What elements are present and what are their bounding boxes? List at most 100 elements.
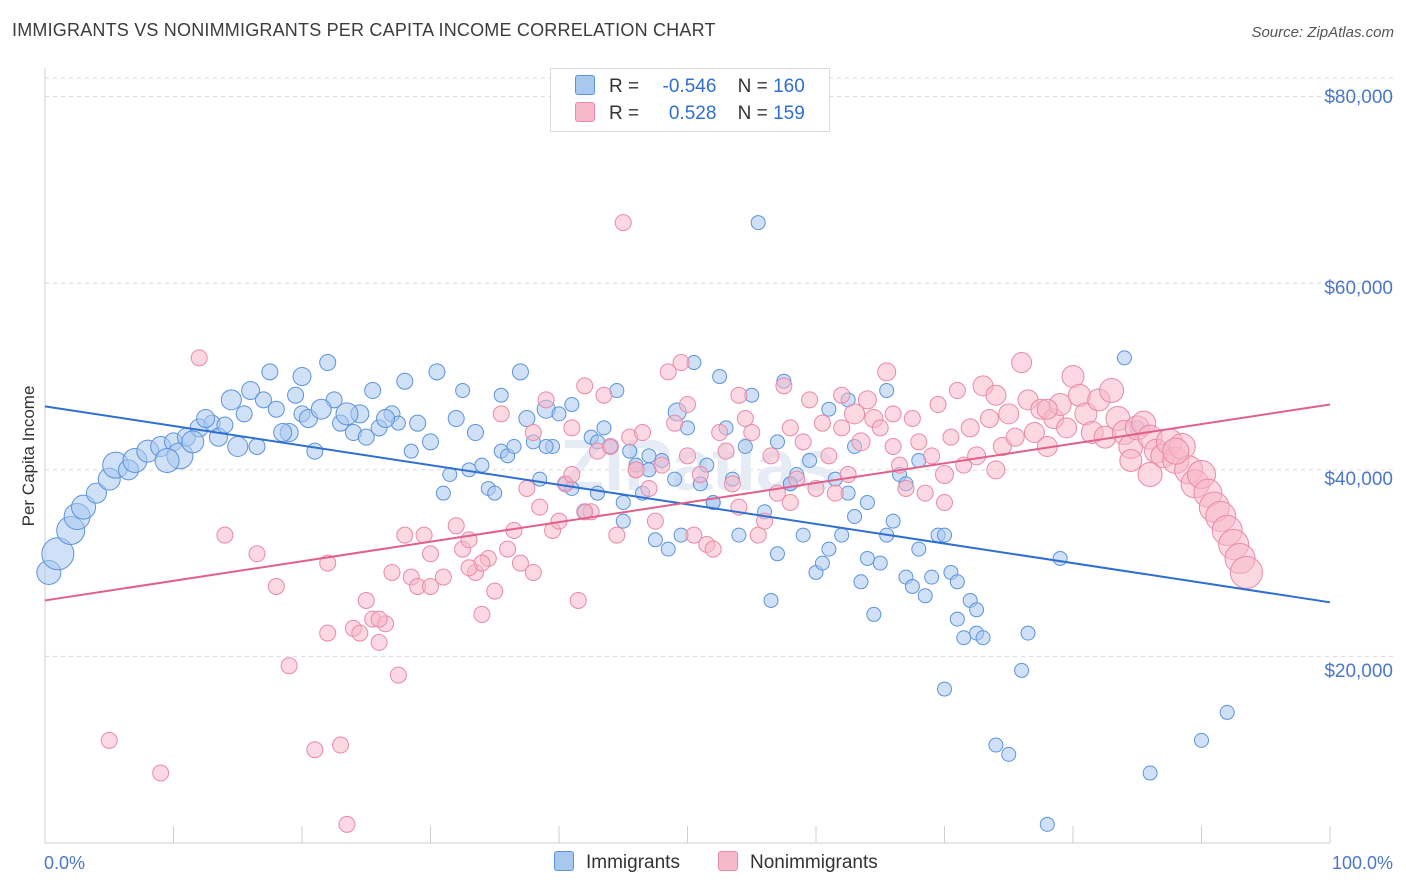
nonimmigrant-point [473, 605, 491, 623]
immigrant-point [474, 457, 490, 473]
nonimmigrant-point [844, 403, 866, 425]
immigrant-point [615, 494, 631, 510]
immigrant-point [795, 527, 811, 543]
nonimmigrant-point [1099, 378, 1125, 404]
nonimmigrant-point [338, 815, 356, 833]
nonimmigrant-point [711, 424, 729, 442]
nonimmigrant-point [524, 563, 542, 581]
nonimmigrant-point [833, 386, 851, 404]
trend-lines [44, 403, 1331, 604]
nonimmigrant-point [627, 461, 645, 479]
immigrant-point [235, 405, 253, 423]
nonimmigrant-point [903, 410, 921, 428]
immigrant-point [917, 588, 933, 604]
immigrant-point [227, 436, 249, 458]
nonimmigrant-point [422, 545, 439, 563]
y-tick-label: $60,000 [1324, 278, 1393, 299]
source-label: Source: ZipAtlas.com [1251, 24, 1394, 41]
immigrant-point [532, 471, 548, 487]
immigrant-point [821, 401, 837, 417]
immigrant-point [85, 482, 107, 504]
immigrant-point [949, 574, 965, 590]
nonimmigrant-point [434, 568, 452, 586]
nonimmigrant-point [936, 493, 953, 511]
immigrant-point [487, 485, 503, 501]
nonimmigrant-point [267, 577, 285, 595]
immigrant-point [712, 369, 728, 385]
nonimmigrant-point [871, 419, 889, 437]
r-label: R = [609, 103, 640, 124]
nonimmigrant-point [884, 405, 902, 423]
nonimmigrant-point [646, 512, 664, 530]
immigrant-point [1194, 732, 1209, 748]
immigrant-point [879, 383, 895, 399]
immigrant-point [1020, 625, 1036, 641]
y-tick-label: $80,000 [1324, 87, 1393, 108]
n-value: 160 [773, 76, 805, 97]
y-tick-label: $40,000 [1324, 469, 1393, 490]
nonimmigrant-point [723, 475, 741, 493]
nonimmigrant-point [608, 526, 626, 544]
immigrant-point [885, 513, 901, 529]
nonimmigrant-point [640, 479, 658, 497]
nonimmigrant-point [524, 424, 542, 442]
immigrant-point [988, 737, 1004, 753]
nonimmigrant-point [736, 410, 754, 428]
immigrant-point [596, 420, 612, 436]
nonimmigrant-point [813, 414, 831, 432]
nonimmigrant-point [248, 545, 266, 563]
nonimmigrant-point [518, 479, 536, 497]
x-tick-label-right: 100.0% [1332, 853, 1393, 873]
nonimmigrant-point [801, 391, 819, 409]
nonimmigrant-point [775, 377, 793, 395]
nonimmigrant-point [659, 363, 677, 381]
nonimmigrant-point [967, 446, 987, 466]
immigrant-point [969, 602, 985, 618]
nonimmigrant-point [280, 657, 298, 675]
nonimmigrant-point [998, 403, 1020, 425]
immigrant-point [254, 391, 272, 409]
nonimmigrant-point [460, 559, 478, 577]
nonimmigrant-point [1137, 461, 1163, 487]
immigrant-point [956, 630, 972, 646]
immigrant-point [1001, 746, 1017, 762]
immigrant-point [834, 527, 850, 543]
nonimmigrant-point [717, 442, 735, 460]
immigrant-point [859, 494, 875, 510]
nonimmigrant-point [960, 418, 980, 438]
immigrant-point [403, 443, 419, 459]
nonimmigrant-point [788, 470, 806, 488]
chart-title: IMMIGRANTS VS NONIMMIGRANTS PER CAPITA I… [12, 20, 716, 40]
nonimmigrant-point [576, 503, 594, 521]
nonimmigrant-point [929, 396, 947, 414]
nonimmigrant-point [634, 424, 652, 442]
nonimmigrant-point [1023, 422, 1045, 444]
immigrant-point [769, 434, 785, 450]
nonimmigrant-point [877, 362, 897, 382]
immigrant-point [1039, 816, 1055, 832]
nonimmigrant-point [190, 349, 208, 367]
nonimmigrant-point [986, 460, 1006, 480]
nonimmigrant-point [826, 484, 844, 502]
nonimmigrant-point [691, 465, 709, 483]
immigrant-point [538, 439, 554, 455]
immigrant-point [859, 550, 875, 566]
immigrants-legend-swatch [554, 851, 574, 871]
nonimmigrant-point [942, 428, 960, 446]
nonimmigrant-point [332, 736, 350, 754]
immigrant-point [310, 398, 332, 420]
immigrant-point [435, 485, 451, 501]
immigrant-point [763, 592, 779, 608]
immigrants-series [36, 215, 1235, 832]
bottom-legend-nonimmigrants: Nonimmigrants [718, 851, 878, 874]
immigrant-point [241, 381, 261, 401]
nonimmigrant-point [422, 577, 439, 595]
immigrant-point [422, 433, 439, 451]
r-label: R = [609, 76, 640, 97]
immigrant-point [292, 367, 312, 387]
immigrant-point [872, 555, 888, 571]
immigrant-point [154, 448, 180, 473]
nonimmigrant-point [743, 424, 761, 442]
nonimmigrant-point [1011, 352, 1033, 374]
nonimmigrant-point [704, 540, 722, 558]
